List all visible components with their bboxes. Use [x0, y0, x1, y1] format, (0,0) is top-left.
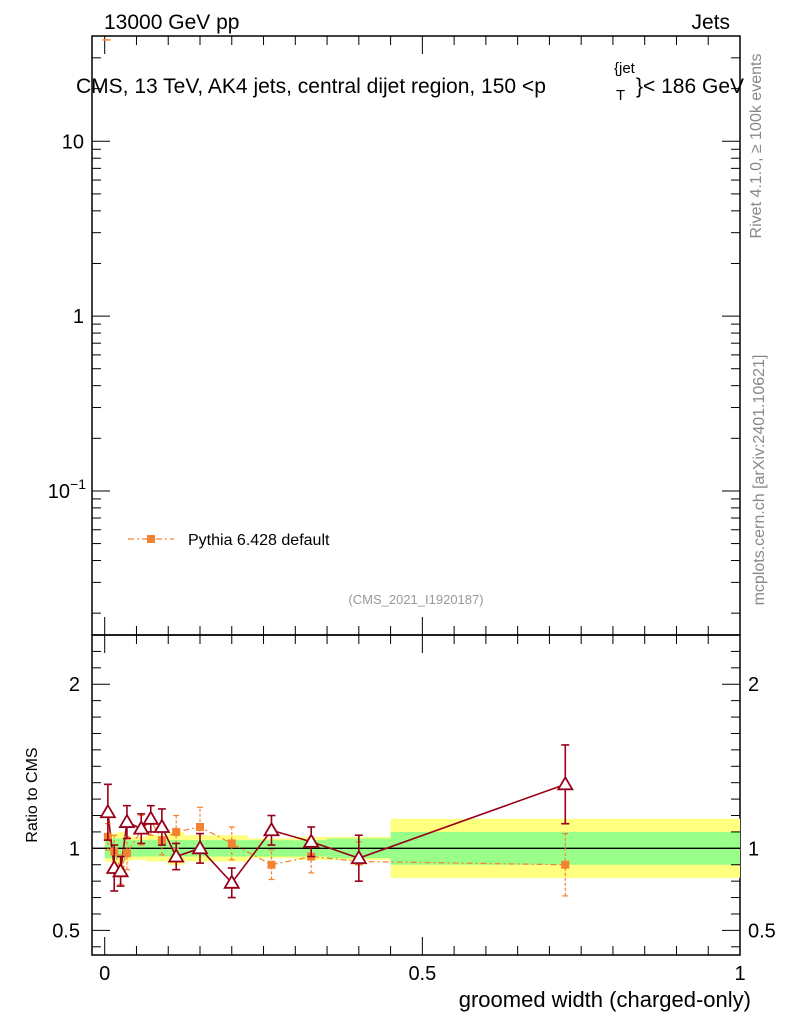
analysis-id: (CMS_2021_I1920187) [348, 592, 483, 607]
main-axis-ticks: 10 1 10−1 [48, 35, 741, 635]
cms-ratio-point [118, 813, 136, 828]
legend-label: Pythia 6.428 default [188, 532, 330, 549]
plot-title-sup: {jet [614, 60, 636, 77]
pythia-ratio-point [227, 839, 236, 848]
legend: Pythia 6.428 default [128, 532, 330, 549]
ratio-y-tick-label: 0.5 [52, 920, 80, 942]
ratio-series [99, 744, 574, 899]
pythia-ratio-point [267, 860, 276, 869]
cms-ratio-point [262, 821, 281, 837]
main-y-tick-label: 10 [62, 131, 84, 153]
cms-ratio-point [191, 839, 209, 855]
reference-band [92, 818, 740, 878]
cms-ratio-point [223, 874, 241, 889]
rivet-version-label: Rivet 4.1.0, ≥ 100k events [748, 54, 765, 239]
ratio-y-tick-label-right: 0.5 [748, 920, 776, 942]
ratio-x-tick-label: 0.5 [408, 963, 436, 985]
jets-label: Jets [691, 11, 730, 34]
ratio-panel-frame [91, 634, 741, 956]
plot-title-end: }< 186 GeV [636, 75, 744, 98]
cms-ratio-point [153, 818, 171, 833]
ratio-y-tick-label-right: 2 [748, 674, 759, 696]
ratio-y-tick-label-right: 1 [748, 838, 759, 860]
plot-title-sub: T [616, 87, 625, 104]
cms-ratio-point [132, 819, 150, 835]
ratio-x-tick-label: 0 [99, 963, 110, 985]
y-axis-label: Ratio to CMS [24, 747, 41, 842]
main-y-tick-label: 10−1 [48, 476, 86, 503]
cms-ratio-point [302, 832, 320, 848]
plot-title: CMS, 13 TeV, AK4 jets, central dijet reg… [76, 75, 546, 98]
cms-ratio-line [107, 783, 566, 885]
pythia-ratio-point [172, 827, 181, 836]
pythia-ratio-point [196, 823, 204, 831]
ratio-axis-ticks: 0.5 0.51 12 20 0.5 1 [52, 635, 776, 985]
energy-label: 13000 GeV pp [104, 11, 239, 34]
ratio-y-tick-label: 2 [69, 674, 80, 696]
ratio-y-tick-label: 1 [69, 838, 80, 860]
cms-ratio-point [556, 775, 574, 791]
mcplots-label: mcplots.cern.ch [arXiv:2401.10621] [751, 355, 768, 606]
ratio-x-tick-label: 1 [734, 963, 745, 985]
pythia-ratio-point [122, 849, 131, 858]
cms-ratio-point [142, 810, 160, 825]
cms-ratio-point [99, 803, 117, 819]
main-y-tick-label: 1 [73, 306, 84, 328]
cms-ratio-point [112, 862, 130, 878]
x-axis-label: groomed width (charged-only) [459, 987, 751, 1012]
legend-marker-icon [147, 535, 155, 543]
pythia-ratio-point [561, 860, 570, 869]
cms-ratio-point [167, 847, 185, 863]
cms-ratio-point [350, 849, 368, 865]
